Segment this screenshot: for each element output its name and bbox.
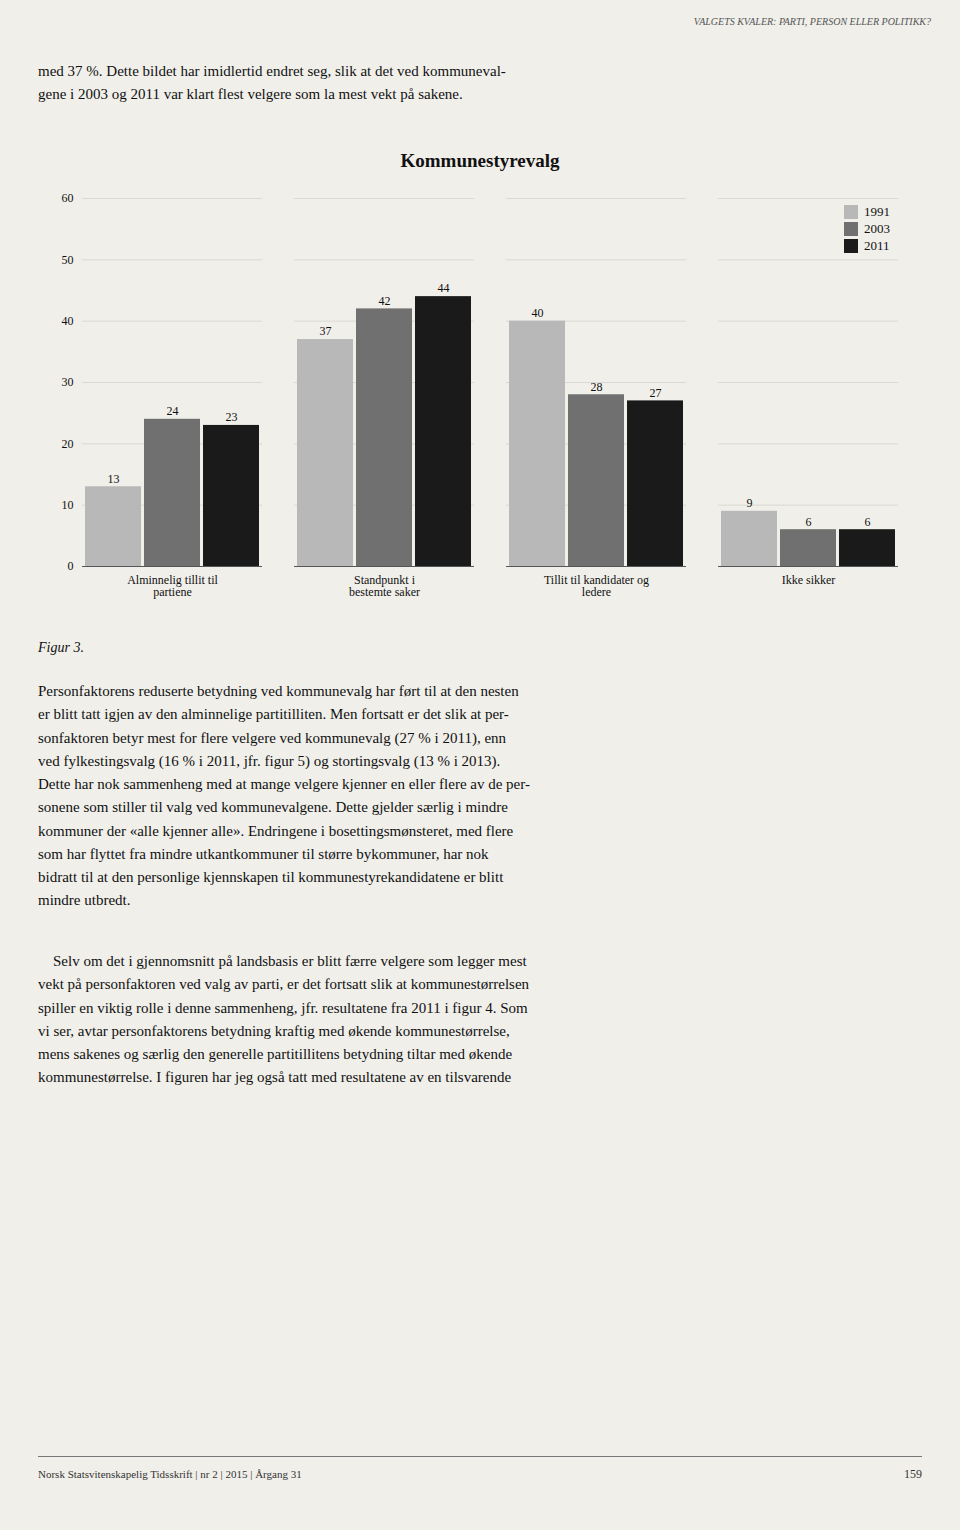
svg-text:Tillit til kandidater ogledere: Tillit til kandidater ogledere	[544, 573, 649, 599]
svg-text:0: 0	[68, 559, 74, 573]
svg-text:Ikke sikker: Ikke sikker	[782, 573, 836, 587]
html-text:Kommunestyrevalg: Kommunestyrevalg	[400, 150, 560, 171]
svg-text:37: 37	[320, 324, 332, 338]
svg-text:44: 44	[438, 281, 450, 295]
svg-text:9: 9	[747, 496, 753, 510]
svg-text:27: 27	[650, 386, 662, 400]
html-text:2003: 2003	[864, 221, 890, 236]
svg-text:42: 42	[379, 294, 391, 308]
svg-text:13: 13	[108, 472, 120, 486]
html-text:1991: 1991	[864, 204, 890, 219]
svg-text:Standpunkt ibestemte saker: Standpunkt ibestemte saker	[349, 573, 420, 599]
html-text:Norsk Statsvitenskapelig Tidss: Norsk Statsvitenskapelig Tidsskrift | nr…	[38, 1468, 302, 1480]
svg-text:50: 50	[62, 253, 74, 267]
svg-text:40: 40	[62, 314, 74, 328]
svg-text:10: 10	[62, 498, 74, 512]
html-text:2011: 2011	[864, 238, 890, 253]
html-text:159: 159	[904, 1467, 922, 1481]
svg-text:40: 40	[532, 306, 544, 320]
svg-text:60: 60	[62, 191, 74, 205]
svg-text:Alminnelig tillit tilpartiene: Alminnelig tillit tilpartiene	[127, 573, 218, 599]
svg-text:6: 6	[806, 515, 812, 529]
html-text:Selv om det i gjennomsnitt på: Selv om det i gjennomsnitt på landsbasis…	[38, 953, 530, 1086]
svg-text:6: 6	[865, 515, 871, 529]
svg-text:23: 23	[226, 410, 238, 424]
html-text:med 37 %. Dette bildet har imi: med 37 %. Dette bildet har imidlertid en…	[38, 63, 506, 103]
svg-text:30: 30	[62, 375, 74, 389]
svg-text:28: 28	[591, 380, 603, 394]
html-text:VALGETS KVALER: PARTI, PERSON: VALGETS KVALER: PARTI, PERSON ELLER POLI…	[693, 16, 931, 27]
html-text:Figur 3.: Figur 3.	[38, 640, 84, 655]
svg-text:24: 24	[167, 404, 179, 418]
html-text:Personfaktorens reduserte bety: Personfaktorens reduserte betydning ved …	[38, 683, 530, 909]
svg-text:20: 20	[62, 437, 74, 451]
